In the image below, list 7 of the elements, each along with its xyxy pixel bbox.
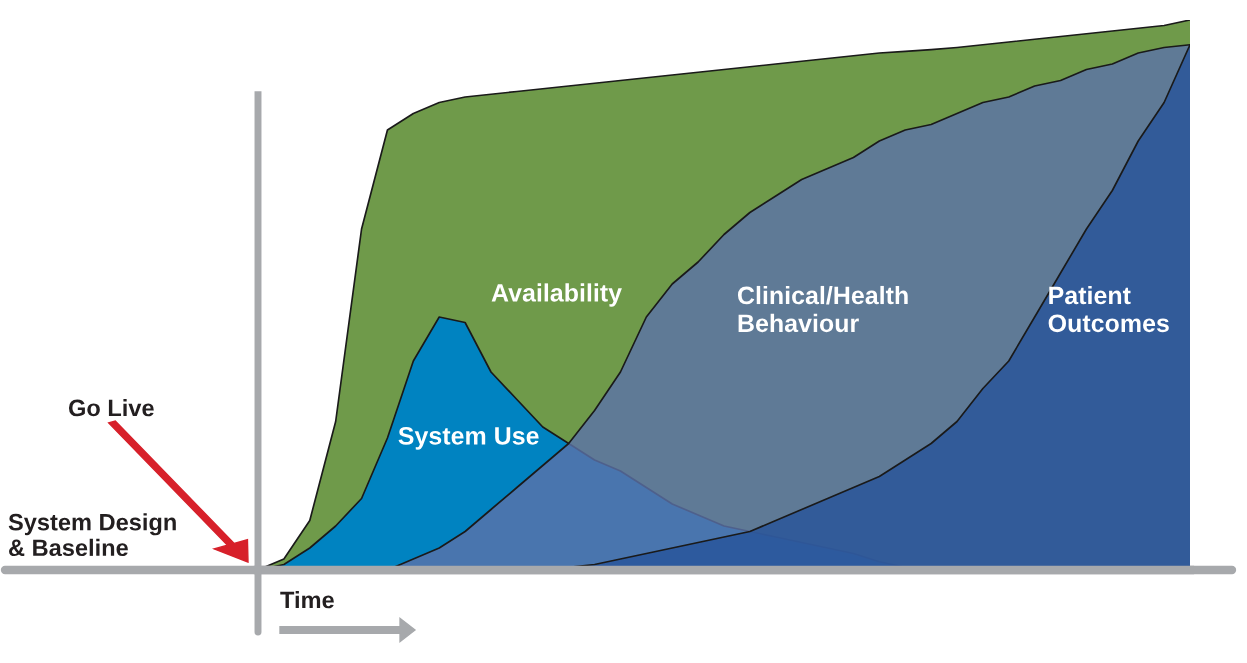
text: Go Live — [68, 398, 154, 417]
series-label: Availability — [491, 283, 622, 307]
text: System Design & Baseline — [8, 513, 176, 557]
series-label: Clinical/Health Behaviour — [737, 285, 908, 333]
text: Time — [280, 590, 334, 609]
series-label: Patient Outcomes — [1048, 285, 1169, 333]
series-label: System Use — [398, 427, 539, 450]
